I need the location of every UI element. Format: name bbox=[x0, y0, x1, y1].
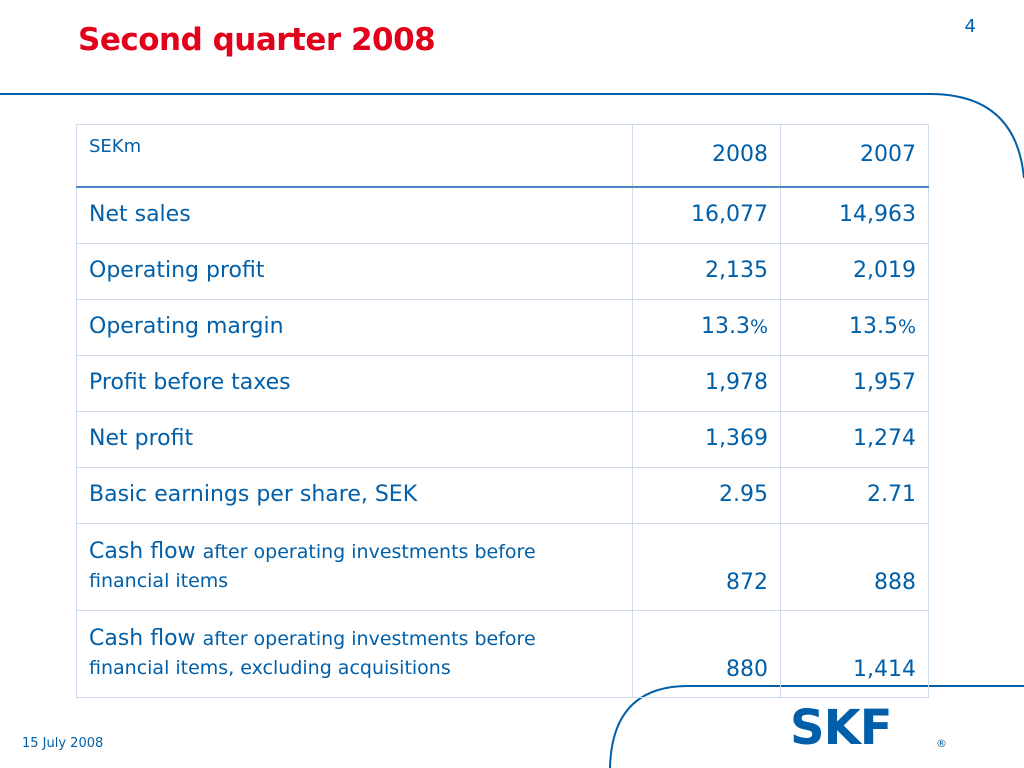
header-unit-label: SEKm bbox=[76, 124, 633, 188]
value-2007: 2,019 bbox=[780, 243, 929, 300]
value-2007: 14,963 bbox=[780, 186, 929, 244]
row-label: Profit before taxes bbox=[76, 355, 633, 412]
top-curve-line bbox=[0, 93, 1024, 179]
value-2007: 1,414 bbox=[780, 610, 929, 698]
table-row: Basic earnings per share, SEK 2.95 2.71 bbox=[76, 467, 929, 524]
table-row: Operating profit 2,135 2,019 bbox=[76, 243, 929, 300]
row-label: Net sales bbox=[76, 186, 633, 244]
value-2008: 2,135 bbox=[632, 243, 781, 300]
value-2007: 1,957 bbox=[780, 355, 929, 412]
page-number: 4 bbox=[964, 16, 976, 37]
row-label: Operating margin bbox=[76, 299, 633, 356]
value-2007: 13.5% bbox=[780, 299, 929, 356]
value-2007: 2.71 bbox=[780, 467, 929, 524]
value-2008: 880 bbox=[632, 610, 781, 698]
value-2008: 1,978 bbox=[632, 355, 781, 412]
table-row: Cash flow after operating investments be… bbox=[76, 610, 929, 698]
value-2008: 16,077 bbox=[632, 186, 781, 244]
page-title: Second quarter 2008 bbox=[78, 22, 436, 58]
percent-sign: % bbox=[897, 316, 916, 339]
value-2008: 1,369 bbox=[632, 411, 781, 468]
value-2007: 1,274 bbox=[780, 411, 929, 468]
results-table: SEKm 2008 2007 Net sales 16,077 14,963 O… bbox=[76, 124, 929, 698]
value-number: 13.3 bbox=[700, 314, 750, 340]
percent-sign: % bbox=[749, 316, 768, 339]
skf-logo-text: SKF bbox=[790, 706, 892, 750]
value-2008: 872 bbox=[632, 523, 781, 611]
results-table-container: SEKm 2008 2007 Net sales 16,077 14,963 O… bbox=[76, 124, 929, 698]
row-label: Net profit bbox=[76, 411, 633, 468]
value-2008: 13.3% bbox=[632, 299, 781, 356]
row-label: Cash flow after operating investments be… bbox=[76, 610, 633, 698]
table-row: Net profit 1,369 1,274 bbox=[76, 411, 929, 468]
header-year-2008: 2008 bbox=[632, 124, 781, 188]
value-2008: 2.95 bbox=[632, 467, 781, 524]
row-label-main: Cash flow bbox=[89, 626, 196, 652]
header-year-2007: 2007 bbox=[780, 124, 929, 188]
registered-mark: ® bbox=[936, 737, 947, 750]
footer-date: 15 July 2008 bbox=[22, 736, 104, 751]
row-label: Operating profit bbox=[76, 243, 633, 300]
row-label: Basic earnings per share, SEK bbox=[76, 467, 633, 524]
row-label-main: Cash flow bbox=[89, 539, 196, 565]
table-row: Cash flow after operating investments be… bbox=[76, 523, 929, 611]
table-row: Operating margin 13.3% 13.5% bbox=[76, 299, 929, 356]
row-label-sub: after operating investments before finan… bbox=[89, 541, 536, 592]
row-label-sub: after operating investments before finan… bbox=[89, 628, 536, 679]
table-header-row: SEKm 2008 2007 bbox=[76, 124, 929, 188]
value-2007: 888 bbox=[780, 523, 929, 611]
table-row: Net sales 16,077 14,963 bbox=[76, 186, 929, 244]
table-row: Profit before taxes 1,978 1,957 bbox=[76, 355, 929, 412]
row-label: Cash flow after operating investments be… bbox=[76, 523, 633, 611]
value-number: 13.5 bbox=[848, 314, 898, 340]
skf-logo: SKF ® bbox=[790, 706, 947, 750]
